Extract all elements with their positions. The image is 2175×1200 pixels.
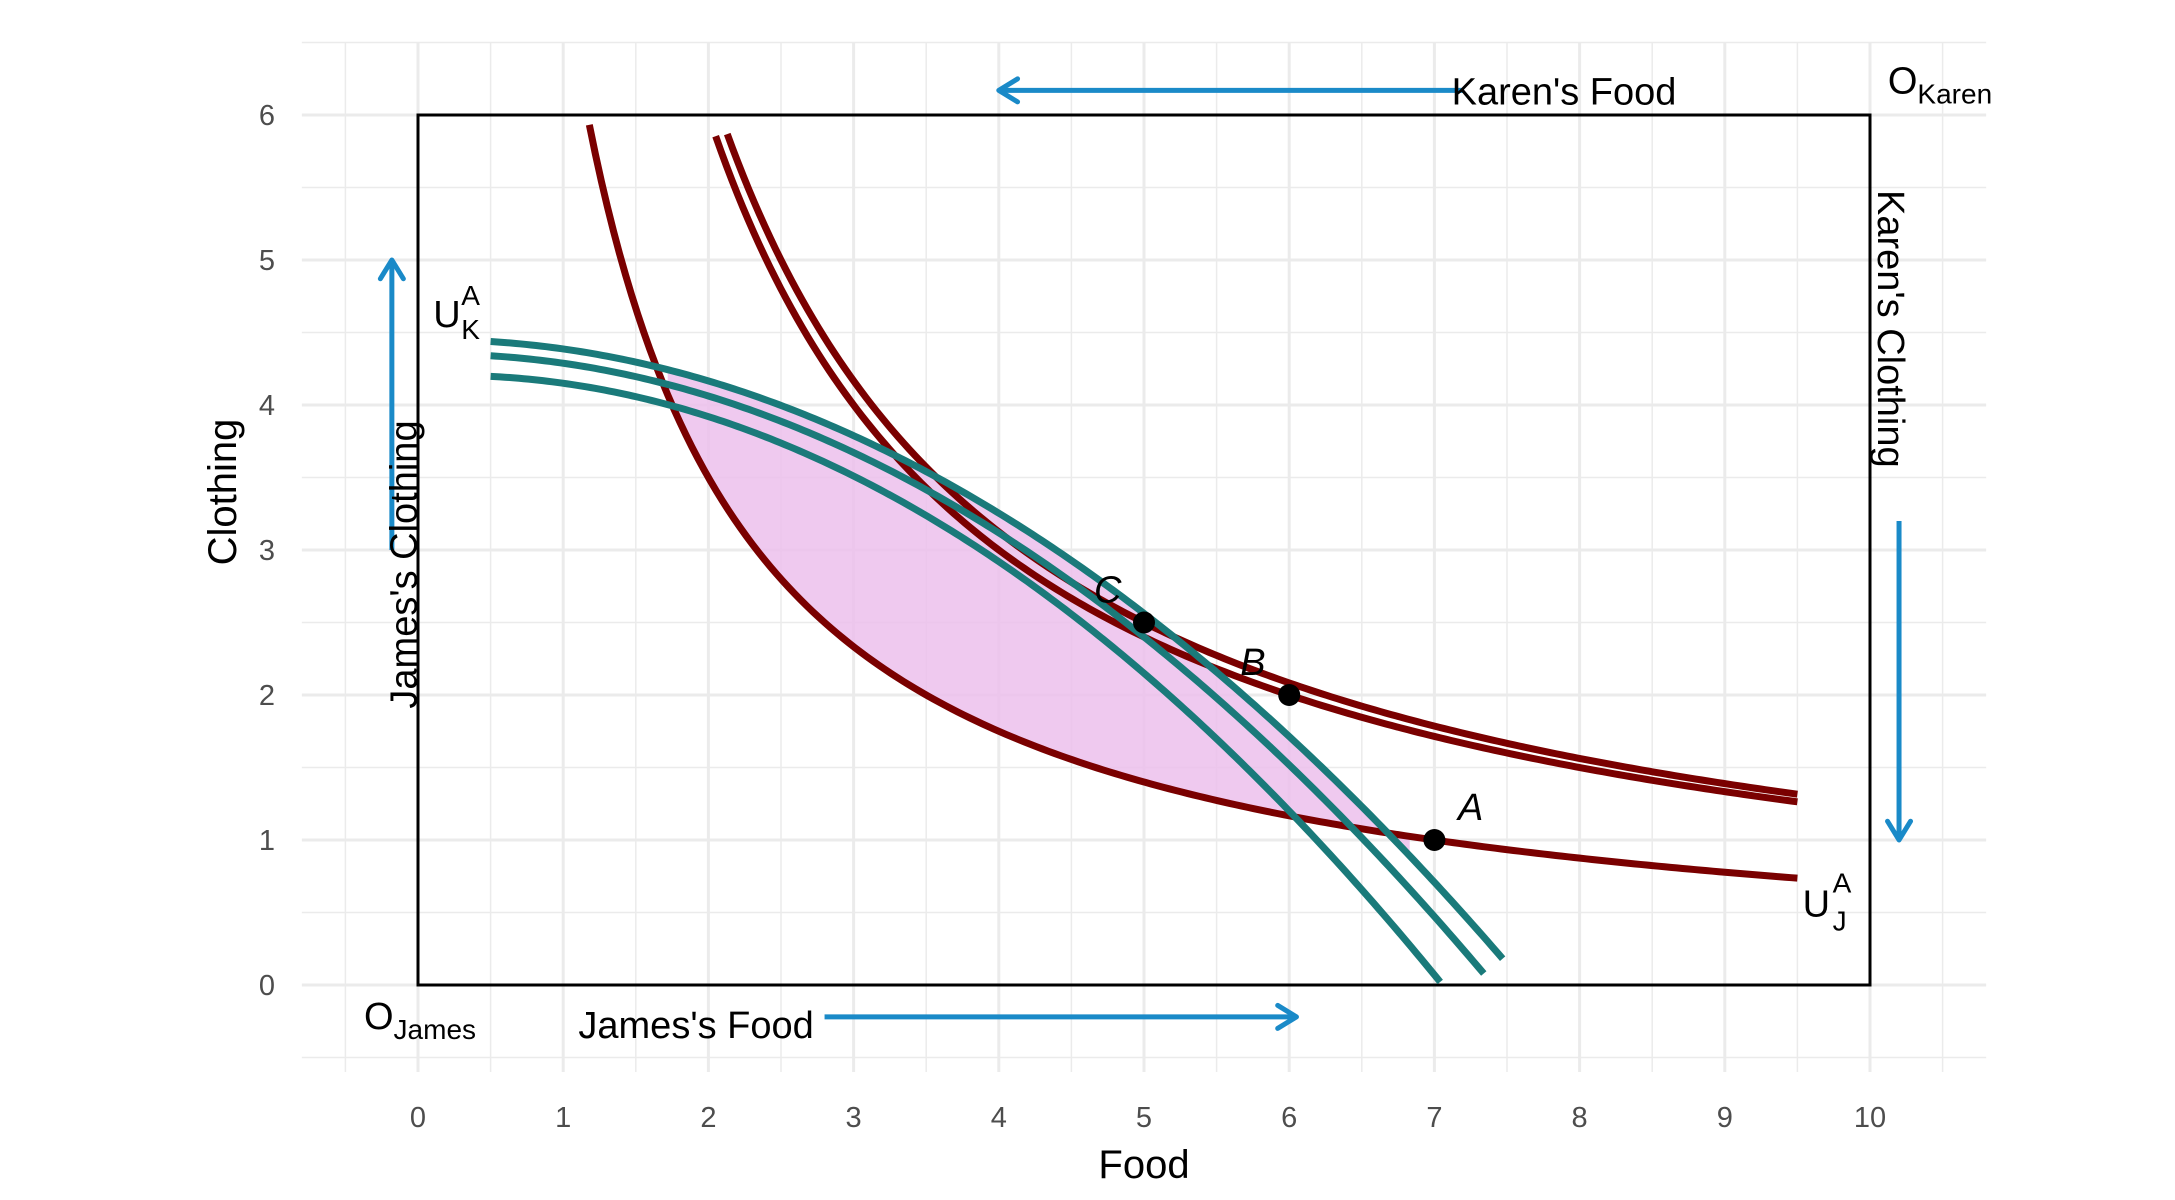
karen-curve-3 — [490, 372, 1443, 985]
y-tick-label: 3 — [259, 535, 275, 567]
x-tick-label: 3 — [846, 1102, 862, 1134]
u-karen-label: U A K — [433, 280, 480, 345]
u-james-label: U A J — [1803, 868, 1852, 937]
x-tick-label: 1 — [555, 1102, 571, 1134]
u-karen-sup: A — [461, 280, 480, 311]
origin-karen-label: OKaren — [1888, 61, 1992, 110]
james-curve-0 — [585, 124, 1798, 882]
y-tick-label: 1 — [259, 825, 275, 857]
x-tick-label: 10 — [1854, 1102, 1886, 1134]
u-james-base: U — [1803, 884, 1830, 926]
karen-clothing-arrow — [1885, 521, 1914, 843]
point-A — [1423, 829, 1446, 851]
u-james-sup: A — [1833, 868, 1852, 899]
y-tick-label: 4 — [259, 390, 275, 422]
james-clothing-arrow — [377, 257, 406, 550]
lens-area — [667, 369, 1410, 856]
james-food-arrow — [824, 1002, 1299, 1031]
karen-food-arrow — [996, 76, 1464, 105]
x-tick-label: 0 — [410, 1102, 426, 1134]
y-tick-label: 0 — [259, 970, 275, 1002]
point-B — [1278, 684, 1301, 706]
x-tick-label: 2 — [700, 1102, 716, 1134]
x-axis-title: Food — [1098, 1143, 1189, 1187]
james-clothing-label: James's Clothing — [384, 420, 426, 708]
y-tick-label: 2 — [259, 680, 275, 712]
x-tick-label: 7 — [1426, 1102, 1442, 1134]
karen-food-label: Karen's Food — [1452, 71, 1677, 113]
y-axis-title: Clothing — [201, 419, 245, 566]
x-tick-label: 6 — [1281, 1102, 1297, 1134]
arrows — [377, 76, 1914, 1031]
karen-curve-4 — [490, 352, 1487, 976]
origin-james-label: OJames — [364, 996, 476, 1045]
point-label-C: C — [1094, 570, 1122, 612]
x-tick-label: 9 — [1717, 1102, 1733, 1134]
u-karen-sub: K — [461, 314, 480, 345]
edgeworth-box — [416, 113, 1872, 987]
grid — [301, 41, 1987, 1072]
x-tick-label: 5 — [1136, 1102, 1152, 1134]
lens-region — [667, 369, 1410, 856]
x-tick-label: 8 — [1572, 1102, 1588, 1134]
x-tick-label: 4 — [991, 1102, 1007, 1134]
curves — [490, 124, 1798, 985]
tick-labels: 0 1 2 3 4 5 6 7 8 9 10 0 1 2 3 4 5 6 — [259, 100, 1886, 1134]
points: A B C — [1094, 570, 1483, 851]
karen-clothing-label: Karen's Clothing — [1869, 190, 1911, 468]
james-curve-2 — [723, 132, 1798, 798]
y-tick-label: 6 — [259, 100, 275, 132]
box-outline — [416, 113, 1872, 987]
u-james-sub: J — [1833, 906, 1847, 937]
point-label-A: A — [1456, 787, 1483, 829]
james-food-label: James's Food — [578, 1005, 813, 1047]
karen-curve-5 — [490, 338, 1506, 961]
point-label-B: B — [1240, 642, 1265, 684]
y-tick-label: 5 — [259, 245, 275, 277]
point-C — [1133, 611, 1155, 634]
u-karen-base: U — [433, 294, 460, 336]
